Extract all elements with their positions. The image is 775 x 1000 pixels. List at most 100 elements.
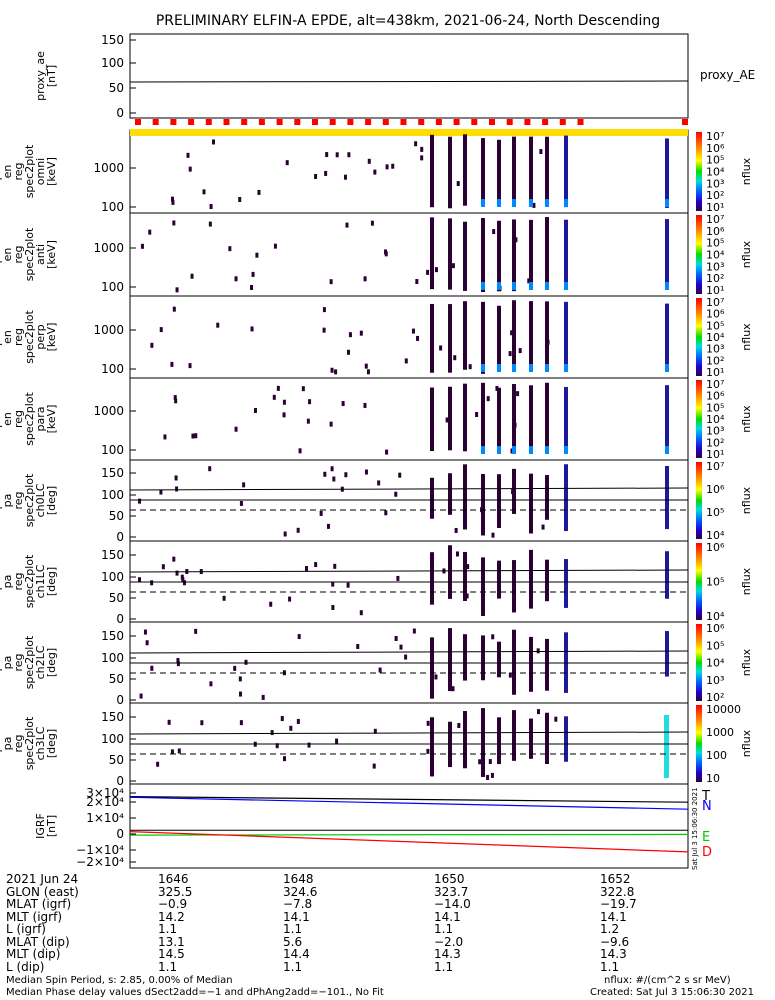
spectro-column-low <box>497 282 501 290</box>
panel-1: elapefenregspec2plotomni[keV]100010010⁷1… <box>0 129 753 214</box>
footer-label: MLT (igrf) <box>6 909 63 924</box>
spectro-pixel <box>283 756 287 762</box>
spectro-column-low <box>529 282 533 290</box>
spectro-pixel <box>275 743 279 749</box>
ylabel-line: pef <box>0 162 3 181</box>
spectro-pixel <box>161 564 165 570</box>
spectro-pixel <box>276 385 280 391</box>
spectro-pixel <box>347 349 351 355</box>
spectro-column <box>545 382 549 453</box>
spectro-column <box>545 217 549 286</box>
spectro-pixel <box>333 563 337 569</box>
ylabel-line: reg <box>12 328 25 346</box>
footer-value: 14.4 <box>283 947 310 961</box>
tick-label: 0 <box>116 530 124 544</box>
spectro-column-low <box>529 446 533 454</box>
ylabel-line: ch3LC <box>34 726 47 760</box>
igrf-legend-D: D <box>702 845 712 860</box>
spectro-pixel <box>541 524 545 530</box>
ylabel-line: reg <box>12 162 25 180</box>
spectro-pixel <box>257 189 261 195</box>
ylabel-line: spec2plot <box>23 716 36 770</box>
spectro-pixel <box>270 730 274 736</box>
spectro-column <box>463 634 467 681</box>
footer-row: MLT (igrf) 14.2 14.1 14.1 14.1 <box>0 910 775 924</box>
spectro-pixel <box>222 595 226 601</box>
created-note: Created: Sat Jul 3 15:06:30 2021 <box>590 987 755 998</box>
spectro-pixel <box>188 363 192 369</box>
spectro-pixel <box>539 149 543 155</box>
segment-dot <box>382 119 389 125</box>
tick-label: 1000 <box>93 161 124 175</box>
spectro-column <box>481 382 485 451</box>
footer-value: −14.0 <box>434 897 471 911</box>
colorbar-tick: 10⁵ <box>706 639 724 652</box>
spectro-column <box>448 386 452 451</box>
spectro-pixel <box>516 391 520 397</box>
spectro-pixel <box>468 364 472 370</box>
spectro-column <box>448 628 452 692</box>
spectro-pixel <box>150 580 154 586</box>
spectro-pixel <box>451 263 455 269</box>
tick-label: 100 <box>101 56 124 70</box>
spectro-pixel <box>282 412 286 418</box>
spectro-pixel <box>404 654 408 660</box>
colorbar-tick: 10⁴ <box>706 529 725 542</box>
footer-value: 1.1 <box>283 959 303 974</box>
spectro-pixel <box>341 401 345 407</box>
loss-cone-line <box>129 487 689 491</box>
spectro-pixel <box>439 345 443 351</box>
tick-label: 150 <box>101 629 124 643</box>
colorbar <box>696 705 702 782</box>
colorbar-label: nflux <box>740 648 753 676</box>
colorbar-tick: 10⁷ <box>706 460 724 473</box>
spectro-pixel <box>495 385 499 391</box>
spectro-pixel <box>324 170 328 176</box>
tick-label: 100 <box>101 732 124 746</box>
spectro-pixel <box>416 335 420 341</box>
tick-label: 0 <box>116 827 124 841</box>
spectro-column <box>545 301 549 369</box>
tick-label: 2×10⁴ <box>86 795 124 809</box>
footer-value: 324.6 <box>283 884 318 899</box>
spectro-pixel <box>273 243 277 249</box>
ylabel-line: pef <box>0 572 3 591</box>
segment-dot <box>365 119 372 125</box>
ylabel-line: ch1LC <box>34 564 47 598</box>
spectro-column <box>497 387 501 452</box>
spectro-pixel <box>554 716 558 722</box>
footer-value: 14.1 <box>600 909 627 924</box>
colorbar-tick: 10² <box>706 691 724 704</box>
spectro-pixel <box>172 306 176 312</box>
colorbar-tick: 10⁶ <box>706 308 725 321</box>
spectro-pixel <box>188 166 192 172</box>
footer-value: 1646 <box>158 872 189 886</box>
colorbar-tick: 10⁷ <box>706 130 724 143</box>
spectro-pixel <box>396 575 400 581</box>
colorbar-tick: 10² <box>706 189 724 202</box>
spectro-pixel <box>307 742 311 748</box>
colorbar-tick: 10⁶ <box>706 483 725 496</box>
colorbar-label: nflux <box>740 240 753 268</box>
spectro-column <box>529 718 533 759</box>
segment-dot <box>294 119 301 125</box>
spectro-pixel <box>269 601 273 607</box>
spectro-column <box>497 560 501 599</box>
spectro-column <box>665 551 669 599</box>
spectro-pixel <box>420 146 424 152</box>
colorbar-tick: 10⁵ <box>706 319 724 332</box>
spectro-pixel <box>208 221 212 227</box>
spectro-column-low <box>497 446 501 454</box>
chart-title: PRELIMINARY ELFIN-A EPDE, alt=438km, 202… <box>156 13 660 29</box>
colorbar-label: nflux <box>740 567 753 595</box>
spin-period-note: Median Spin Period, s: 2.85, 0.00% of Me… <box>6 975 233 986</box>
colorbar-label: nflux <box>740 323 753 351</box>
spectro-column-low <box>564 282 568 290</box>
footer-label: L (dip) <box>6 959 45 974</box>
spectro-pixel <box>194 433 198 439</box>
spectro-column <box>665 631 669 677</box>
spectro-column <box>497 305 501 370</box>
panel-8: elapefparegspec2plotch3LC[deg] 150 100 50 0 1… <box>0 702 753 788</box>
spectro-pixel <box>466 564 470 570</box>
